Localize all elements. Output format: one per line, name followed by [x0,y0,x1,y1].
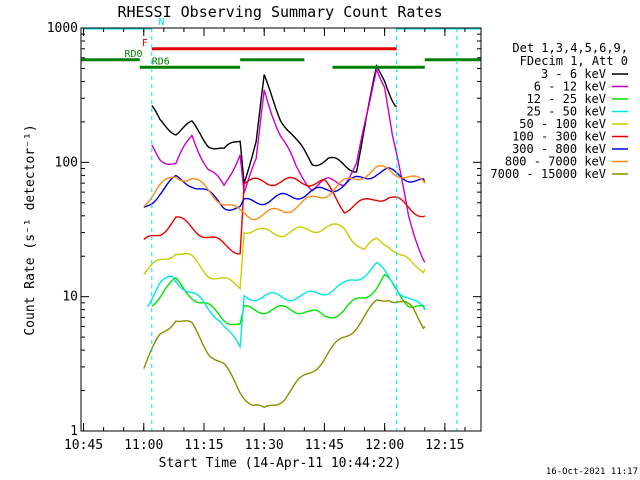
series-line-8 [143,299,426,409]
status-bar-label: RD6 [152,56,170,67]
series-line-1 [151,66,426,263]
chart-title: RHESSI Observing Summary Count Rates [117,3,442,21]
legend-label: 6 - 12 keV [534,80,606,94]
x-tick-label: 11:15 [184,438,223,453]
legend-label: 12 - 25 keV [527,92,606,106]
x-tick-label: 12:15 [425,438,464,453]
status-bar-label: RD0 [125,49,143,60]
series-line-4 [143,223,426,290]
y-tick-label: 10 [62,290,78,305]
x-tick-label: 11:45 [305,438,344,453]
legend-label: 7000 - 15000 keV [490,167,606,181]
legend-label: 800 - 7000 keV [505,155,606,169]
status-bar-label: N [159,17,165,28]
y-tick-label: 1 [70,424,78,439]
legend-label: 50 - 100 keV [519,117,606,131]
series-line-7 [143,165,426,221]
legend-label: 3 - 6 keV [541,67,606,81]
legend-label: 300 - 800 keV [512,142,606,156]
legend-title-line-1: Det 1,3,4,5,6,9, [512,41,628,55]
x-tick-label: 11:00 [124,438,163,453]
series-line-0 [151,63,397,184]
generation-timestamp: 16-Oct-2021 11:17 [546,467,638,477]
legend-label: 25 - 50 keV [527,105,606,119]
x-tick-label: 11:30 [245,438,284,453]
plot-frame [80,27,482,432]
x-axis-label: Start Time (14-Apr-11 10:44:22) [159,456,402,471]
series-line-3 [147,261,426,350]
x-tick-label: 12:00 [365,438,404,453]
series-line-5 [143,176,426,255]
y-axis-label: Count Rate (s⁻¹ detector⁻¹) [23,124,38,335]
legend-label: 100 - 300 keV [512,130,606,144]
y-tick-label: 1000 [47,21,78,36]
status-bar-label: F [142,38,148,49]
series-line-2 [151,273,426,326]
series-line-6 [143,167,426,211]
legend-title-line-2: FDecim 1, Att 0 [520,54,628,68]
y-tick-label: 100 [55,155,78,170]
x-tick-label: 10:45 [64,438,103,453]
